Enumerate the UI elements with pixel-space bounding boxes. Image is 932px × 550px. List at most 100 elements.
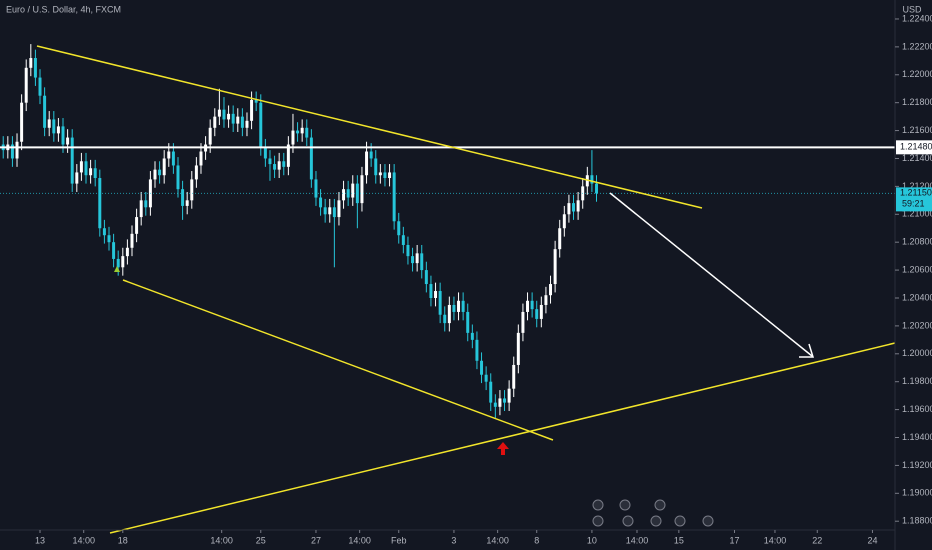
candle-body xyxy=(10,144,14,159)
candle-body xyxy=(572,203,576,212)
candle-body xyxy=(553,249,557,285)
candle-body xyxy=(383,172,387,179)
candle-body xyxy=(79,161,83,173)
candle-body xyxy=(240,116,244,128)
y-tick-label: 1.22200 xyxy=(902,41,932,51)
y-tick-label: 1.20200 xyxy=(902,320,932,330)
candle-body xyxy=(484,374,488,382)
candle-body xyxy=(222,109,226,120)
candle-body xyxy=(374,158,378,176)
candle-body xyxy=(70,137,74,184)
candle-body xyxy=(438,291,442,315)
y-tick-label: 1.19400 xyxy=(902,432,932,442)
x-tick-label: 13 xyxy=(35,535,45,545)
x-tick-label: 14:00 xyxy=(486,535,509,545)
candle-body xyxy=(498,398,502,407)
trend-line xyxy=(109,342,896,534)
candle-body xyxy=(282,161,286,167)
candle-body xyxy=(144,200,148,208)
candle-body xyxy=(452,304,456,312)
candle-body xyxy=(512,364,516,389)
y-tick-label: 1.21200 xyxy=(902,181,932,191)
x-tick-label: 14:00 xyxy=(210,535,233,545)
plot-area xyxy=(0,44,895,418)
event-icon xyxy=(674,515,686,527)
x-tick-label: 27 xyxy=(311,535,321,545)
event-icon xyxy=(592,499,604,511)
candle-body xyxy=(208,127,212,145)
candle-body xyxy=(135,217,139,234)
candle-body xyxy=(61,126,65,145)
candle-body xyxy=(443,314,447,324)
candle-body xyxy=(277,161,281,170)
y-tick-label: 1.21400 xyxy=(902,153,932,163)
candle-body xyxy=(337,200,341,218)
candle-body xyxy=(171,151,175,166)
candle-body xyxy=(75,172,79,184)
candle-body xyxy=(231,113,235,124)
candle-body xyxy=(116,258,120,268)
candle-body xyxy=(199,151,203,166)
x-tick-label: 18 xyxy=(118,535,128,545)
candle-body xyxy=(217,109,221,117)
candle-body xyxy=(401,235,405,245)
candle-body xyxy=(457,300,461,312)
candle-body xyxy=(158,169,162,176)
up-arrow xyxy=(497,442,509,455)
candle-body xyxy=(29,58,33,68)
y-tick-label: 1.21600 xyxy=(902,125,932,135)
level-label: 1.21480 xyxy=(900,142,932,152)
x-tick-label: 14:00 xyxy=(764,535,787,545)
candle-body xyxy=(397,221,401,236)
candle-body xyxy=(526,300,530,312)
event-icon xyxy=(702,515,714,527)
x-tick-label: 14:00 xyxy=(72,535,95,545)
candle-body xyxy=(43,95,47,128)
candle-body xyxy=(447,304,451,324)
candle-body xyxy=(503,398,507,403)
low-marker xyxy=(114,266,120,272)
candle-body xyxy=(300,127,304,134)
y-tick-label: 1.20400 xyxy=(902,292,932,302)
candle-body xyxy=(20,102,24,142)
x-tick-label: 14:00 xyxy=(626,535,649,545)
candle-body xyxy=(558,228,562,250)
candle-body xyxy=(112,242,116,259)
candle-body xyxy=(309,137,313,180)
candle-body xyxy=(516,332,520,365)
candle-body xyxy=(507,388,511,403)
candle-body xyxy=(89,168,93,176)
candle-body xyxy=(535,309,539,319)
candle-body xyxy=(236,116,240,124)
candle-body xyxy=(66,137,70,145)
candle-body xyxy=(328,207,332,215)
candle-body xyxy=(420,253,424,271)
x-tick-label: 14:00 xyxy=(348,535,371,545)
x-tick-label: 24 xyxy=(867,535,877,545)
candle-body xyxy=(369,151,373,159)
candle-body xyxy=(392,172,396,222)
candle-body xyxy=(245,120,249,128)
candle-body xyxy=(544,295,548,305)
candle-body xyxy=(388,172,392,179)
candle-body xyxy=(56,126,60,134)
candle-body xyxy=(227,113,231,120)
candle-body xyxy=(181,189,185,206)
candle-body xyxy=(461,300,465,312)
event-icons xyxy=(592,499,714,527)
candle-body xyxy=(351,183,355,198)
y-tick-label: 1.22400 xyxy=(902,13,932,23)
candle-body xyxy=(429,284,433,298)
candle-body xyxy=(466,311,470,333)
candle-body xyxy=(102,228,106,236)
candle-body xyxy=(323,207,327,215)
y-tick-label: 1.18800 xyxy=(902,516,932,526)
candle-body xyxy=(305,127,309,138)
candle-body xyxy=(411,256,415,264)
candle-body xyxy=(342,189,346,201)
chart-title: Euro / U.S. Dollar, 4h, FXCM xyxy=(6,4,121,14)
candle-body xyxy=(33,58,37,78)
countdown-label: 59:21 xyxy=(902,199,925,209)
drawings xyxy=(36,45,896,534)
